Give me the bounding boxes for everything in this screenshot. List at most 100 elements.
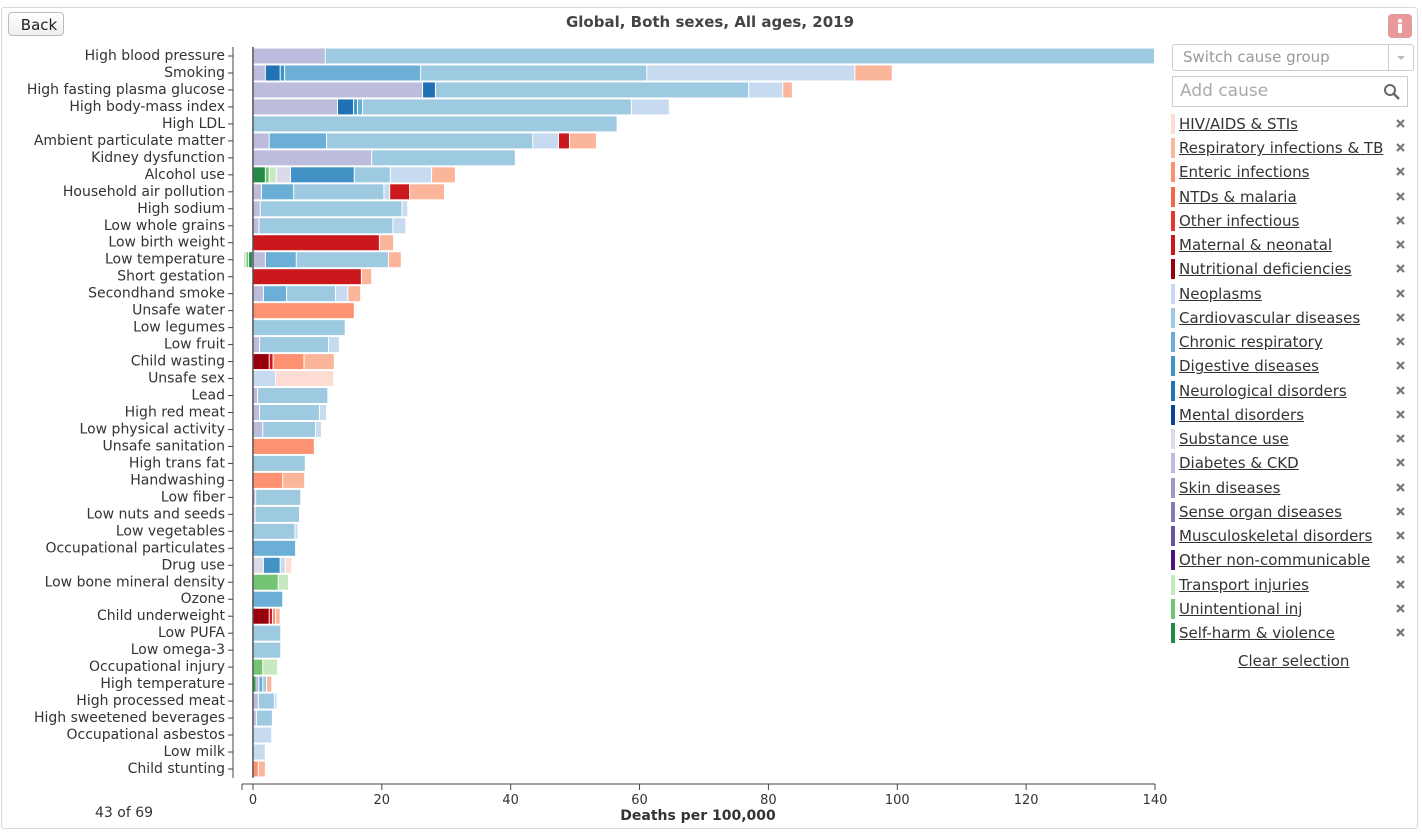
legend-swatch (1171, 453, 1175, 474)
frame (1, 7, 1418, 829)
legend-swatch (1171, 259, 1175, 280)
legend-swatch (1171, 138, 1175, 159)
counter: 43 of 69 (95, 805, 154, 821)
remove-button[interactable] (1395, 166, 1406, 177)
back-button[interactable]: Back (8, 12, 64, 36)
legend-item[interactable]: HIV/AIDS & STIs (1171, 114, 1411, 134)
legend-label[interactable]: Musculoskeletal disorders (1179, 527, 1373, 546)
legend-swatch (1171, 598, 1175, 619)
legend-label[interactable]: Other infectious (1179, 211, 1300, 230)
legend-label[interactable]: HIV/AIDS & STIs (1179, 115, 1298, 133)
remove-button[interactable] (1395, 312, 1406, 323)
legend-swatch (1171, 114, 1175, 134)
legend-item[interactable]: Sense organ diseases (1171, 501, 1411, 522)
legend-label[interactable]: NTDs & malaria (1179, 187, 1297, 206)
legend-label[interactable]: Neoplasms (1179, 284, 1262, 303)
remove-button[interactable] (1395, 215, 1406, 226)
remove-button[interactable] (1395, 603, 1406, 614)
legend-item[interactable]: Transport injuries (1171, 574, 1411, 595)
cause-group-select[interactable]: Switch cause group (1172, 44, 1414, 71)
legend-item[interactable]: Unintentional inj (1171, 598, 1411, 619)
legend-swatch (1171, 332, 1175, 353)
legend-swatch (1171, 477, 1175, 498)
remove-button[interactable] (1395, 554, 1406, 565)
legend-item[interactable]: Maternal & neonatal (1171, 235, 1411, 256)
legend-label[interactable]: Maternal & neonatal (1179, 236, 1333, 255)
placeholder: Switch cause group (1183, 48, 1330, 66)
legend-label[interactable]: Other non-communicable (1179, 551, 1371, 570)
add-cause-input[interactable]: Add cause (1172, 76, 1408, 107)
legend-swatch (1171, 356, 1175, 377)
legend-swatch (1171, 404, 1175, 425)
legend-swatch (1171, 623, 1175, 644)
legend-item[interactable]: Other non-communicable (1171, 550, 1411, 571)
legend-item[interactable]: Diabetes & CKD (1171, 453, 1411, 474)
remove-button[interactable] (1395, 506, 1406, 517)
remove-button[interactable] (1395, 360, 1406, 371)
remove-button[interactable] (1395, 239, 1406, 250)
remove-button[interactable] (1395, 288, 1406, 299)
legend-label[interactable]: Respiratory infections & TB (1179, 139, 1384, 158)
clear-selection[interactable]: Clear selection (1238, 652, 1350, 670)
legend-swatch (1171, 186, 1175, 207)
legend-swatch (1171, 235, 1175, 256)
legend-item[interactable]: Respiratory infections & TB (1171, 138, 1411, 159)
legend-item[interactable]: Substance use (1171, 429, 1411, 450)
legend-item[interactable]: Neurological disorders (1171, 380, 1411, 401)
remove-button[interactable] (1395, 191, 1406, 202)
legend-label[interactable]: Enteric infections (1179, 163, 1310, 182)
legend-swatch (1171, 550, 1175, 571)
info-button[interactable] (1388, 14, 1412, 38)
caret (1388, 45, 1413, 70)
remove-button[interactable] (1395, 457, 1406, 468)
remove-button[interactable] (1395, 385, 1406, 396)
legend-label[interactable]: Digestive diseases (1179, 357, 1319, 376)
search-icon (1384, 84, 1400, 100)
legend-label[interactable]: Self-harm & violence (1179, 624, 1335, 643)
legend-label[interactable]: Diabetes & CKD (1179, 454, 1299, 473)
legend-item[interactable]: NTDs & malaria (1171, 186, 1411, 207)
info-icon (1398, 19, 1402, 33)
legend-swatch (1171, 574, 1175, 595)
legend-swatch (1171, 429, 1175, 450)
legend-item[interactable]: Chronic respiratory (1171, 332, 1411, 353)
remove-button[interactable] (1395, 433, 1406, 444)
legend-item[interactable]: Mental disorders (1171, 404, 1411, 425)
legend-label[interactable]: Unintentional inj (1179, 599, 1303, 618)
legend-label[interactable]: Transport injuries (1179, 575, 1309, 594)
legend-item[interactable]: Other infectious (1171, 210, 1411, 231)
legend-swatch (1171, 210, 1175, 231)
remove-button[interactable] (1395, 627, 1406, 638)
legend-label[interactable]: Cardiovascular diseases (1179, 308, 1361, 327)
legend-swatch (1171, 501, 1175, 522)
legend-item[interactable]: Musculoskeletal disorders (1171, 526, 1411, 547)
legend-item[interactable]: Enteric infections (1171, 162, 1411, 183)
remove-button[interactable] (1395, 118, 1406, 129)
legend-swatch (1171, 162, 1175, 183)
legend-label[interactable]: Nutritional deficiencies (1179, 260, 1352, 279)
legend-label[interactable]: Sense organ diseases (1179, 502, 1342, 521)
legend-swatch (1171, 526, 1175, 547)
remove-button[interactable] (1395, 482, 1406, 493)
legend-item[interactable]: Digestive diseases (1171, 356, 1411, 377)
legend-label[interactable]: Mental disorders (1179, 405, 1305, 424)
legend-label[interactable]: Substance use (1179, 430, 1289, 449)
remove-button[interactable] (1395, 263, 1406, 274)
legend-label[interactable]: Neurological disorders (1179, 381, 1347, 400)
remove-button[interactable] (1395, 579, 1406, 590)
legend-swatch (1171, 380, 1175, 401)
remove-button[interactable] (1395, 142, 1406, 153)
placeholder: Add cause (1180, 81, 1269, 101)
legend-item[interactable]: Neoplasms (1171, 283, 1411, 304)
legend-item[interactable]: Nutritional deficiencies (1171, 259, 1411, 280)
legend-swatch (1171, 307, 1175, 328)
legend-label[interactable]: Skin diseases (1179, 478, 1281, 497)
remove-button[interactable] (1395, 530, 1406, 541)
legend-swatch (1171, 283, 1175, 304)
legend-item[interactable]: Self-harm & violence (1171, 623, 1411, 644)
legend-label[interactable]: Chronic respiratory (1179, 333, 1323, 352)
legend-item[interactable]: Skin diseases (1171, 477, 1411, 498)
legend-item[interactable]: Cardiovascular diseases (1171, 307, 1411, 328)
remove-button[interactable] (1395, 336, 1406, 347)
remove-button[interactable] (1395, 409, 1406, 420)
